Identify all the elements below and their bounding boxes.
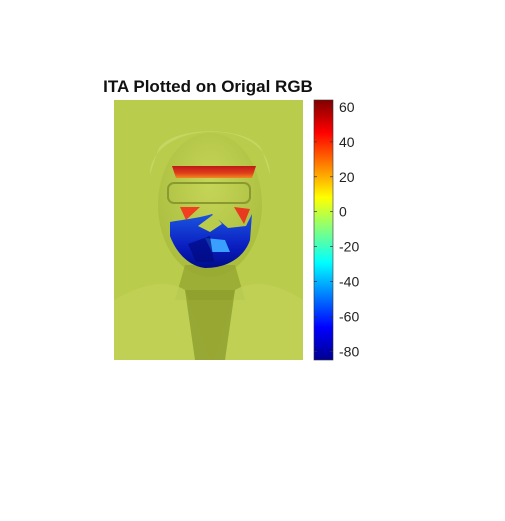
colorbar-tick-label: -80 (339, 343, 359, 359)
colorbar-fill (313, 99, 334, 361)
colorbar: 60 40 20 0 -20 -40 -60 -80 (313, 99, 359, 361)
chart-title: ITA Plotted on Origal RGB (103, 77, 313, 96)
colorbar-tick-label: -60 (339, 308, 359, 324)
image-panel (114, 100, 303, 360)
colorbar-tick-label: -20 (339, 239, 359, 255)
jacket-shade (114, 283, 210, 360)
shirt-shade (185, 290, 235, 360)
glasses-frame (167, 182, 251, 204)
colorbar-tick-label: 60 (339, 99, 355, 115)
colorbar-tick-label: 40 (339, 134, 355, 150)
region-right-cheek-highlight (234, 207, 250, 224)
colorbar-ticks: 60 40 20 0 -20 -40 -60 -80 (314, 99, 359, 359)
region-mouth-gap (198, 214, 222, 232)
region-forehead (172, 166, 256, 178)
colorbar-tick-label: -40 (339, 273, 359, 289)
colorbar-tick-label: 20 (339, 169, 355, 185)
region-left-cheek-highlight (180, 207, 200, 220)
jacket-shade-right (215, 283, 303, 360)
colorbar-tick-label: 0 (339, 204, 347, 220)
region-beard-core (188, 236, 214, 262)
